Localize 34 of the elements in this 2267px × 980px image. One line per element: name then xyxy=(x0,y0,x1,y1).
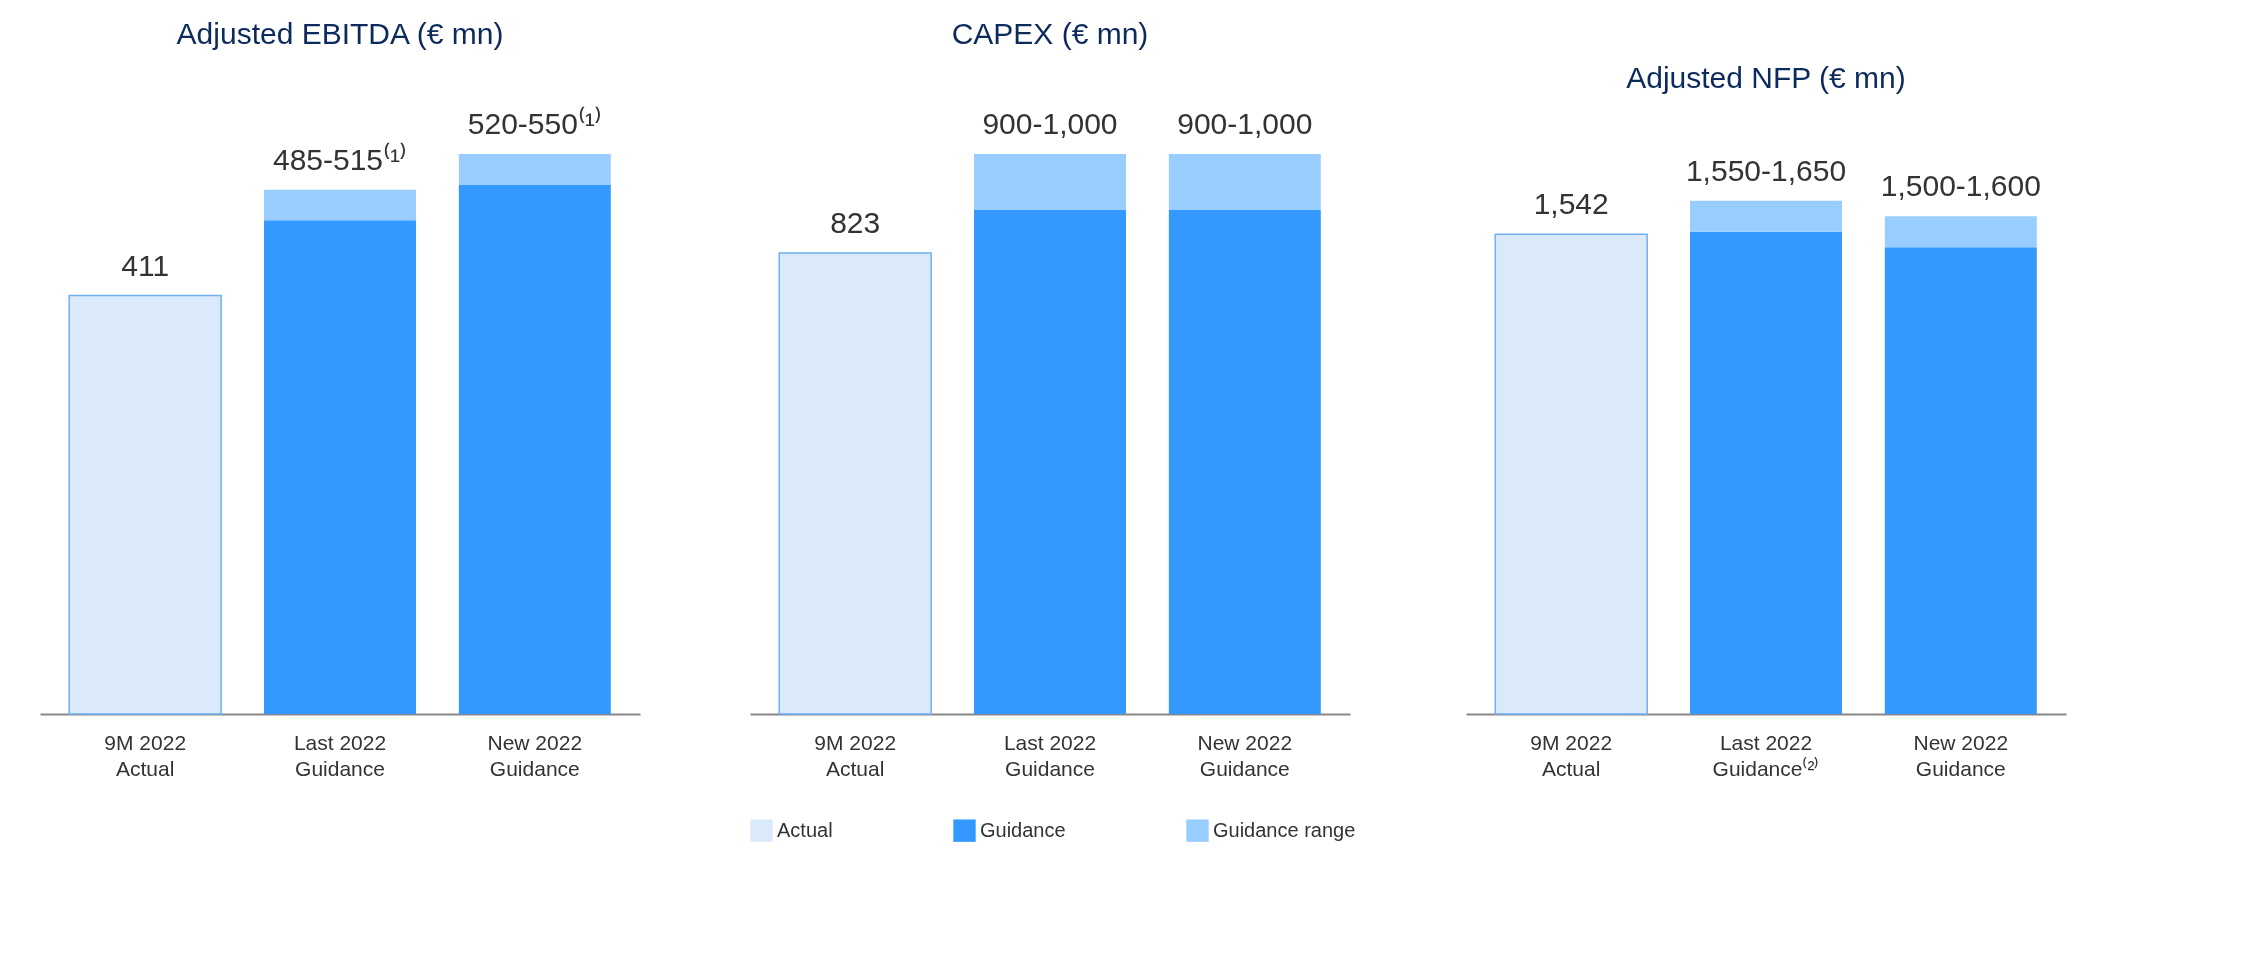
data-label: 900-1,000 xyxy=(1177,107,1313,140)
bar xyxy=(458,154,611,185)
x-tick-label: 9M 2022 Actual xyxy=(814,730,897,780)
chart-title: Adjusted NFP (€ mn) xyxy=(1626,61,1906,94)
legend-label: Actual xyxy=(777,818,833,841)
bar xyxy=(68,294,222,715)
x-tick-label: Last 2022 Guidance xyxy=(293,730,387,780)
data-label: 1,542 xyxy=(1533,187,1609,221)
chart-title: CAPEX (€ mn) xyxy=(951,17,1149,50)
bar xyxy=(1690,231,1842,714)
x-tick-label: 9M 2022 Actual xyxy=(1530,730,1613,780)
chart-title: Adjusted EBITDA (€ mn) xyxy=(176,17,504,50)
data-label: 900-1,000 xyxy=(982,107,1118,140)
x-tick-label: New 2022 Guidance xyxy=(1913,730,2009,780)
x-tick-label: 9M 2022 Actual xyxy=(104,730,187,780)
x-tick-label: New 2022 Guidance xyxy=(487,730,583,780)
bar xyxy=(1884,247,2037,714)
x-tick-label: New 2022 Guidance xyxy=(1197,730,1293,780)
data-label: 520-550⁽¹⁾ xyxy=(467,106,602,140)
bar xyxy=(1690,200,1842,232)
legend-label: Guidance xyxy=(980,818,1066,841)
data-label: 411 xyxy=(121,248,170,282)
x-tick-label: Last 2022 Guidance xyxy=(1003,730,1097,780)
bar xyxy=(1884,216,2037,248)
data-label: 823 xyxy=(830,206,881,240)
data-label: 1,550-1,650 xyxy=(1685,153,1847,187)
data-label: 1,500-1,600 xyxy=(1880,169,2041,203)
bar xyxy=(458,184,611,714)
legend-label: Guidance range xyxy=(1213,818,1356,841)
bar xyxy=(264,189,416,221)
bar xyxy=(264,220,416,714)
bar xyxy=(1494,233,1648,715)
x-tick-label: Last 2022 Guidance⁽²⁾ xyxy=(1712,730,1820,780)
data-label: 485-515⁽¹⁾ xyxy=(272,141,408,176)
